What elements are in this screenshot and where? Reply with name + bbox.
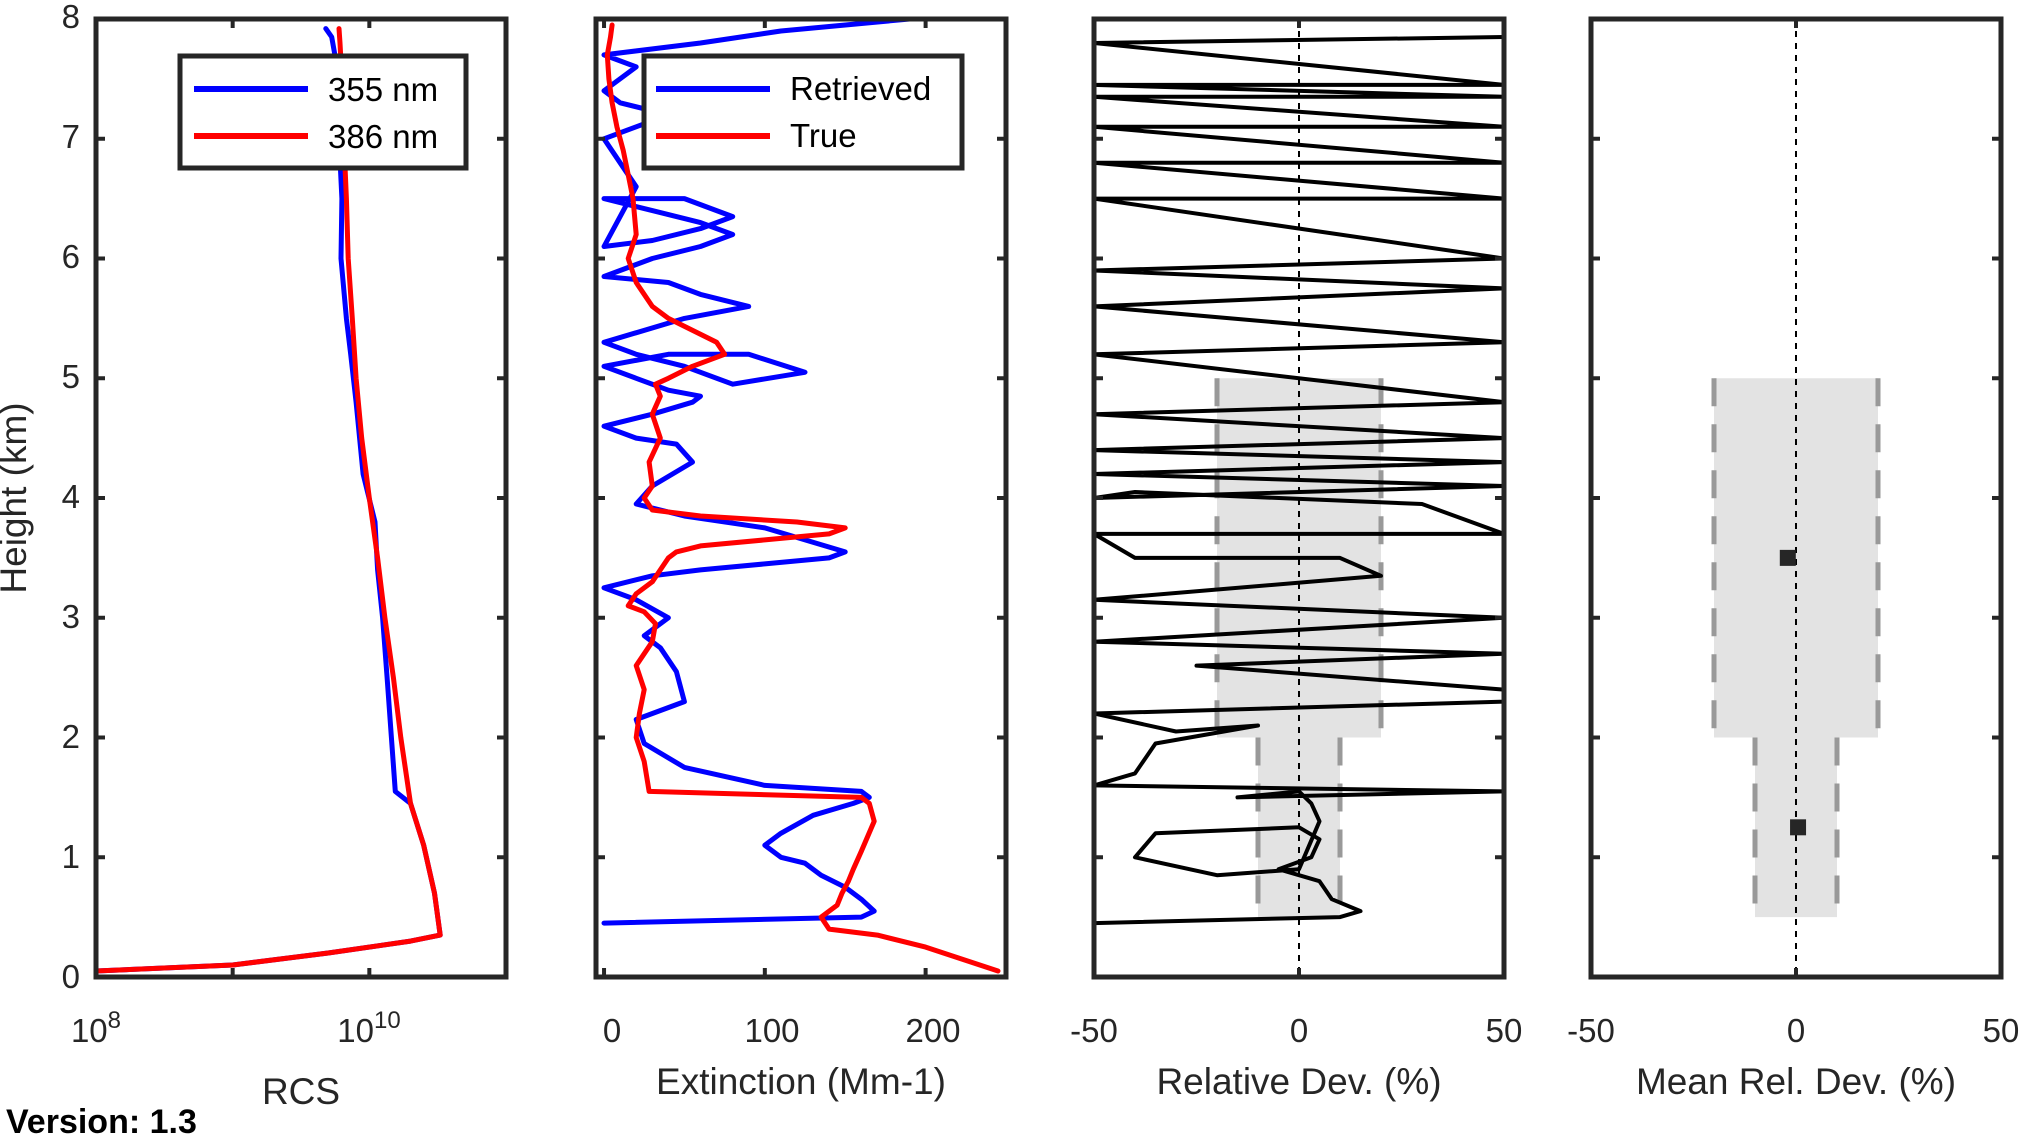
extinction-xlabel: Extinction (Mm-1) — [656, 1061, 946, 1102]
rcs-legend: 355 nm 386 nm — [177, 53, 469, 171]
rcs-ytick-7: 7 — [62, 118, 80, 155]
extinction-legend: Retrieved True — [641, 53, 965, 171]
rcs-ytick-5: 5 — [62, 358, 80, 395]
meanreldev-xtick-neg50: -50 — [1567, 1012, 1615, 1049]
meanreldev-points-layer — [1779, 549, 1807, 836]
reldev-xtick-50: 50 — [1486, 1012, 1523, 1049]
reldev-ticks — [1092, 17, 1506, 979]
panel-rcs: 0 1 2 3 4 5 6 7 8 108 1010 RCS Height (k… — [0, 0, 509, 1112]
rcs-ticks — [94, 17, 508, 979]
rcs-ytick-6: 6 — [62, 238, 80, 275]
rcs-ytick-2: 2 — [62, 718, 80, 755]
extinction-xtick-100: 100 — [744, 1012, 799, 1049]
rcs-ylabel: Height (km) — [0, 402, 34, 593]
reldev-xtick-neg50: -50 — [1070, 1012, 1118, 1049]
panel-extinction: 0 100 200 Extinction (Mm-1) Retrieved Tr… — [593, 16, 1009, 1102]
rcs-xlabel: RCS — [262, 1071, 340, 1112]
extinction-xtick-0: 0 — [603, 1012, 621, 1049]
rcs-ytick-3: 3 — [62, 598, 80, 635]
meanreldev-mean-point-0 — [1790, 819, 1807, 836]
rcs-legend-box — [177, 53, 469, 171]
extinction-legend-label-retrieved: Retrieved — [790, 70, 931, 107]
rcs-ytick-1: 1 — [62, 838, 80, 875]
meanreldev-band-1 — [1714, 378, 1878, 738]
rcs-legend-label-355: 355 nm — [328, 71, 438, 108]
reldev-xtick-0: 0 — [1290, 1012, 1308, 1049]
version-label: Version: 1.3 — [6, 1103, 197, 1141]
reldev-series-layer — [1094, 35, 1504, 926]
meanreldev-mean-point-1 — [1779, 549, 1796, 566]
rcs-legend-label-386: 386 nm — [328, 118, 438, 155]
panel-relative-dev: -50 0 50 Relative Dev. (%) — [1070, 16, 1523, 1102]
extinction-series-layer — [601, 19, 1001, 974]
meanreldev-xtick-0: 0 — [1787, 1012, 1805, 1049]
extinction-xtick-200: 200 — [905, 1012, 960, 1049]
meanreldev-xtick-50: 50 — [1983, 1012, 2020, 1049]
panel-mean-rel-dev: -50 0 50 Mean Rel. Dev. (%) — [1567, 16, 2020, 1102]
reldev-series-line-0 — [1094, 35, 1504, 926]
rcs-ytick-4: 4 — [62, 478, 80, 515]
rcs-ytick-0: 0 — [62, 958, 80, 995]
extinction-legend-box — [641, 53, 965, 171]
meanreldev-ticks — [1589, 17, 2003, 979]
reldev-xlabel: Relative Dev. (%) — [1156, 1061, 1441, 1102]
meanreldev-xlabel: Mean Rel. Dev. (%) — [1636, 1061, 1956, 1102]
extinction-series-true — [604, 22, 1001, 974]
extinction-legend-label-true: True — [790, 117, 857, 154]
extinction-ticks — [596, 17, 1006, 979]
rcs-xtick-1e10: 1010 — [337, 1007, 400, 1049]
rcs-ytick-8: 8 — [62, 0, 80, 35]
rcs-xtick-1e8: 108 — [71, 1007, 121, 1049]
